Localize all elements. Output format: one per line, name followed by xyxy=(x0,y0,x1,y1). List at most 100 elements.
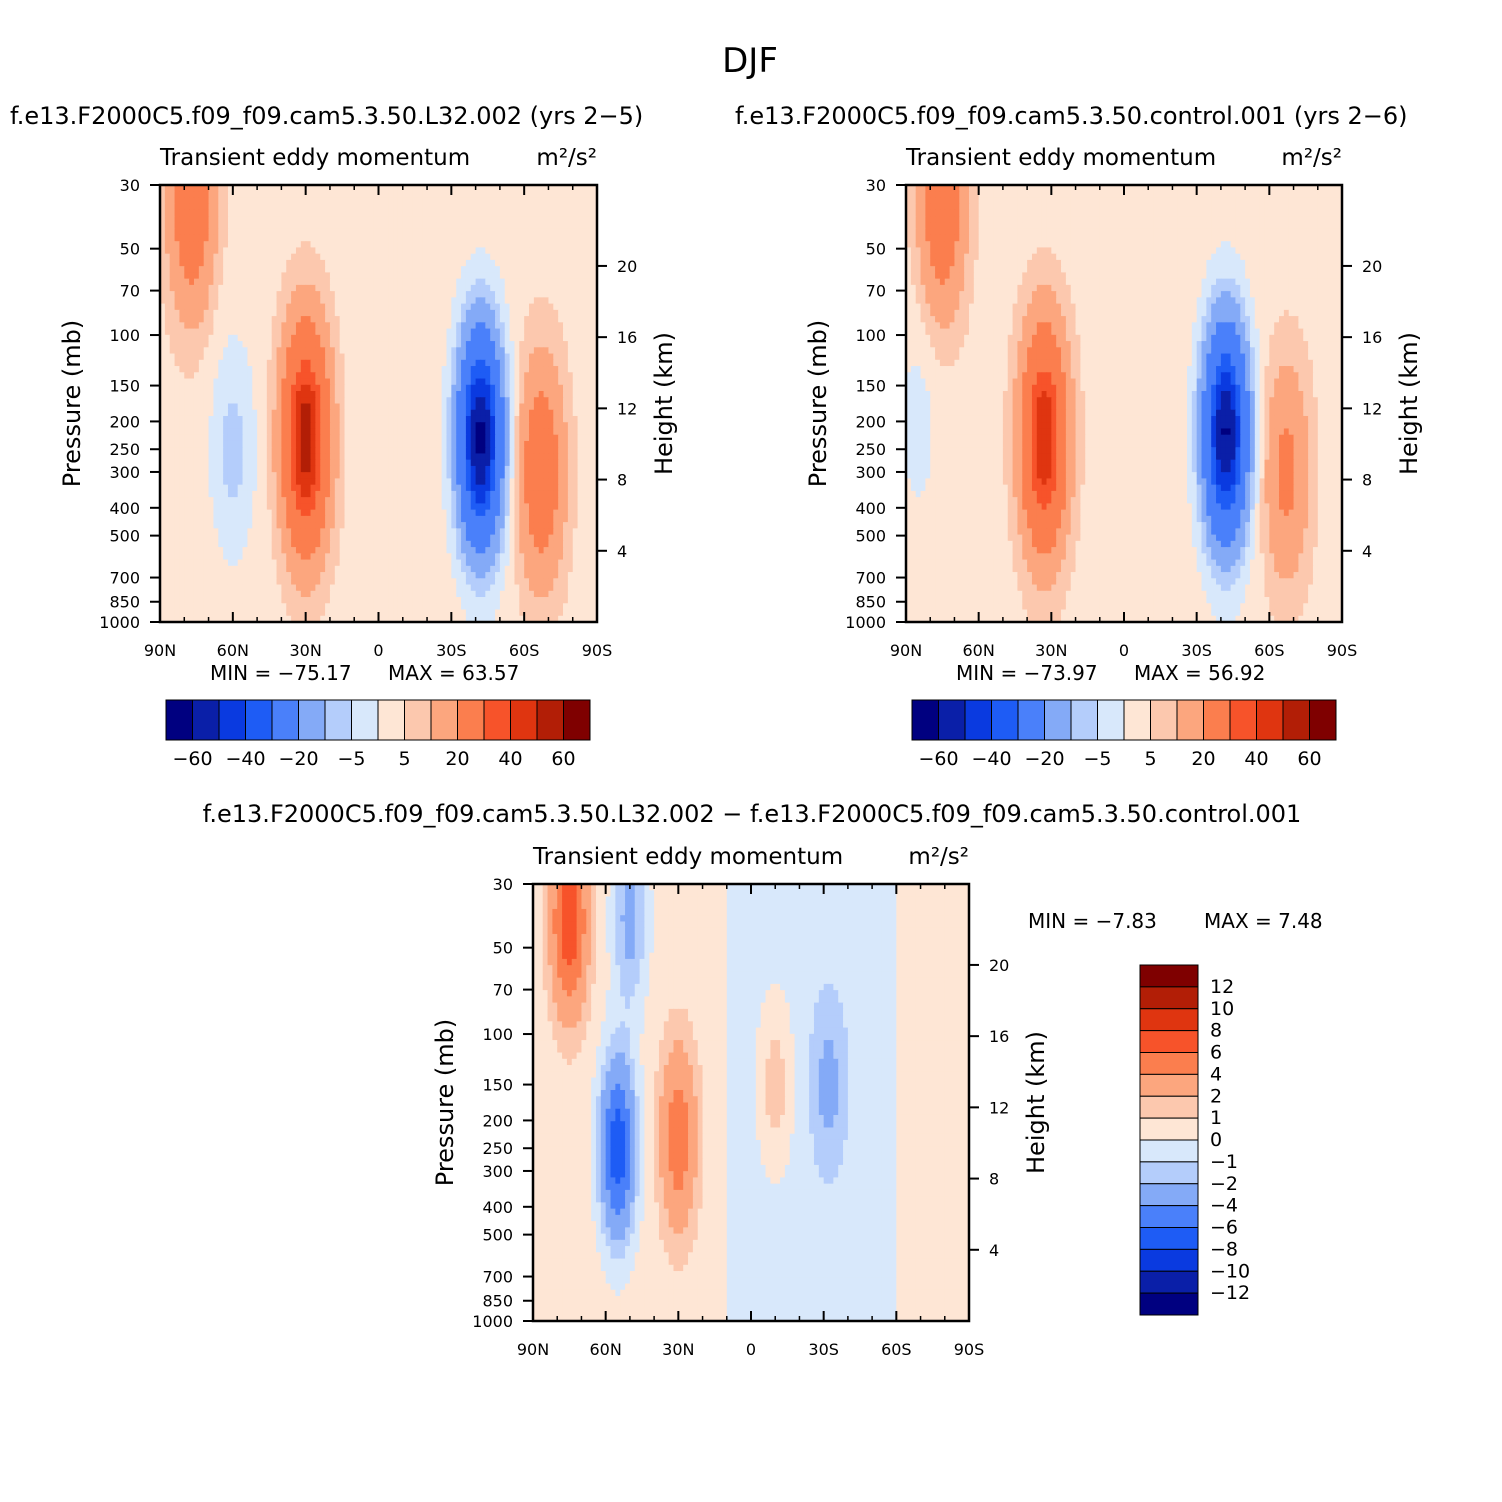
field-cell xyxy=(548,216,554,224)
field-cell xyxy=(577,397,584,405)
field-cell xyxy=(383,347,389,355)
field-cell xyxy=(592,185,597,192)
field-cell xyxy=(160,359,166,367)
field-cell xyxy=(305,515,312,523)
field-cell xyxy=(431,509,438,517)
field-cell xyxy=(524,322,530,330)
field-cell xyxy=(164,353,171,361)
field-cell xyxy=(276,366,282,373)
field-cell xyxy=(373,228,380,236)
field-cell xyxy=(567,384,574,392)
field-cell xyxy=(266,415,273,423)
field-cell xyxy=(247,216,253,224)
field-cell xyxy=(475,303,482,311)
field-cell xyxy=(504,334,511,342)
field-cell xyxy=(514,478,520,486)
field-cell xyxy=(329,322,336,330)
field-cell xyxy=(524,472,530,480)
field-cell xyxy=(524,434,530,442)
field-cell xyxy=(373,353,380,361)
field-cell xyxy=(388,316,394,323)
field-cell xyxy=(174,303,181,311)
field-cell xyxy=(553,509,559,517)
field-cell xyxy=(558,515,564,523)
field-cell xyxy=(363,322,370,330)
field-cell xyxy=(213,497,219,504)
field-cell xyxy=(169,185,176,192)
field-cell xyxy=(266,397,273,405)
field-cell xyxy=(475,228,482,236)
field-cell xyxy=(189,372,195,380)
field-cell xyxy=(237,515,244,523)
field-cell xyxy=(242,316,248,323)
field-cell xyxy=(422,309,428,317)
field-cell xyxy=(417,422,423,430)
field-cell xyxy=(368,278,375,286)
field-cell xyxy=(223,391,229,398)
field-cell xyxy=(407,197,414,205)
field-cell xyxy=(344,334,350,342)
field-cell xyxy=(349,297,355,305)
field-cell xyxy=(257,478,263,486)
field-cell xyxy=(563,334,569,342)
field-cell xyxy=(179,459,185,467)
field-cell xyxy=(490,490,496,498)
field-cell xyxy=(514,341,520,348)
field-cell xyxy=(427,397,433,405)
field-cell xyxy=(271,309,278,317)
field-cell xyxy=(553,253,559,261)
field-cell xyxy=(465,278,472,286)
field-cell xyxy=(402,465,409,473)
field-cell xyxy=(427,228,433,236)
field-cell xyxy=(490,197,496,205)
field-cell xyxy=(543,297,550,305)
field-cell xyxy=(329,503,336,511)
field-cell xyxy=(538,440,545,448)
field-cell xyxy=(261,397,268,405)
field-cell xyxy=(189,434,195,442)
field-cell xyxy=(504,266,511,273)
field-cell xyxy=(300,372,307,380)
field-cell xyxy=(232,203,239,211)
field-cell xyxy=(504,197,511,205)
field-cell xyxy=(160,309,166,317)
field-cell xyxy=(329,328,336,336)
field-cell xyxy=(169,397,176,405)
field-cell xyxy=(504,503,511,511)
field-cell xyxy=(397,334,404,342)
field-cell xyxy=(480,447,486,455)
field-cell xyxy=(354,209,360,217)
field-cell xyxy=(349,341,355,348)
field-cell xyxy=(320,428,326,436)
field-cell xyxy=(490,216,496,224)
field-cell xyxy=(300,515,307,523)
field-cell xyxy=(252,490,258,498)
field-cell xyxy=(558,409,564,417)
field-cell xyxy=(169,522,176,529)
field-cell xyxy=(189,303,195,311)
field-cell xyxy=(490,303,496,311)
field-cell xyxy=(320,509,326,517)
field-cell xyxy=(218,391,224,398)
field-cell xyxy=(446,422,452,430)
field-cell xyxy=(295,522,302,529)
field-cell xyxy=(271,328,278,336)
field-cell xyxy=(295,278,302,286)
field-cell xyxy=(349,478,355,486)
field-cell xyxy=(397,522,404,529)
field-cell xyxy=(393,316,399,323)
field-cell xyxy=(261,209,268,217)
field-cell xyxy=(567,353,574,361)
field-cell xyxy=(295,428,302,436)
field-cell xyxy=(524,465,530,473)
field-cell xyxy=(174,497,181,504)
field-cell xyxy=(397,359,404,367)
field-cell xyxy=(378,384,384,392)
field-cell xyxy=(320,334,326,342)
field-cell xyxy=(485,472,491,480)
field-cell xyxy=(470,347,477,355)
field-cell xyxy=(558,328,564,336)
field-cell xyxy=(427,515,433,523)
field-cell xyxy=(300,347,307,355)
field-cell xyxy=(485,428,491,436)
